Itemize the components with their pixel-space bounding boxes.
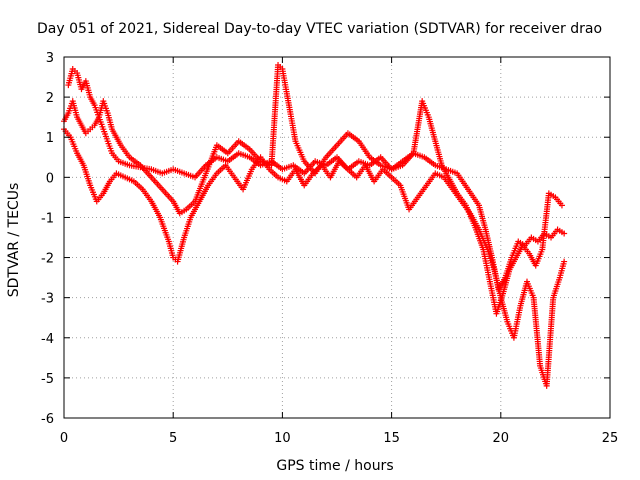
plot-frame (63, 56, 611, 419)
axis-ticks (63, 56, 611, 419)
x-tick-labels: 0 5 10 15 20 25 (60, 431, 618, 446)
y-axis-label: SDTVAR / TECUs (6, 183, 22, 298)
x-tick-label: 20 (493, 431, 510, 446)
y-tick-labels: -6 -5 -4 -3 -2 -1 0 1 2 3 (41, 51, 54, 427)
x-tick-label: 0 (60, 431, 68, 446)
y-tick-label: -6 (41, 412, 54, 427)
y-tick-label: 0 (46, 171, 54, 186)
grid-lines (64, 57, 610, 418)
y-tick-label: 3 (46, 51, 54, 66)
y-tick-label: 1 (46, 131, 54, 146)
data-point (558, 202, 565, 209)
y-tick-label: 2 (46, 91, 54, 106)
y-tick-label: -4 (41, 332, 54, 347)
data-points (61, 62, 568, 389)
data-point (561, 230, 568, 237)
x-axis-label: GPS time / hours (276, 458, 393, 474)
y-tick-label: -2 (41, 252, 54, 267)
y-tick-label: -1 (41, 211, 54, 226)
chart-title: Day 051 of 2021, Sidereal Day-to-day VTE… (37, 21, 602, 37)
data-point (561, 258, 568, 265)
x-tick-label: 10 (274, 431, 291, 446)
x-tick-label: 15 (383, 431, 400, 446)
series-track-C (61, 126, 568, 389)
y-tick-label: -5 (41, 372, 54, 387)
x-tick-label: 5 (169, 431, 177, 446)
y-tick-label: -3 (41, 292, 54, 307)
x-tick-label: 25 (602, 431, 619, 446)
